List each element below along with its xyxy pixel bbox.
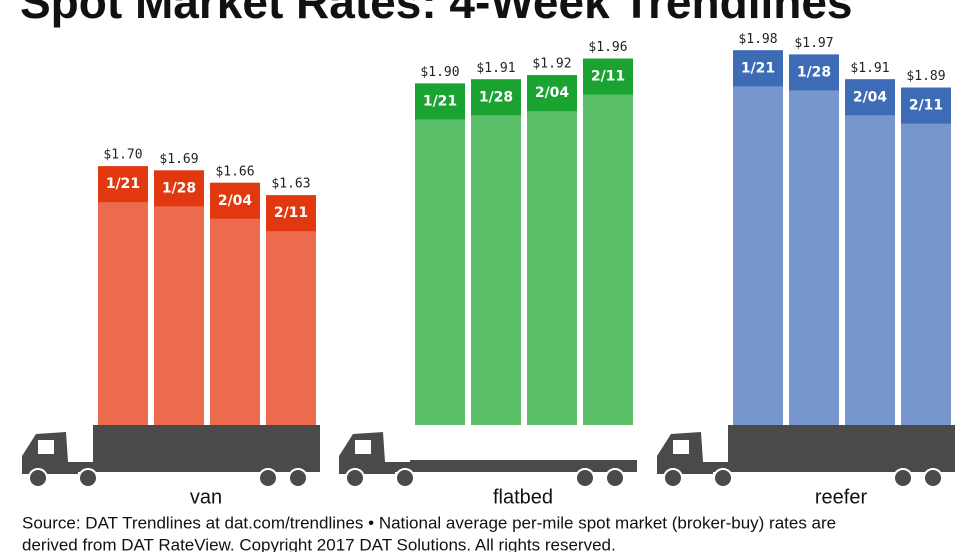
date-label: 2/04 <box>853 89 888 105</box>
date-label: 2/04 <box>535 85 570 101</box>
bar-header <box>733 50 783 87</box>
panel-label: van <box>190 486 222 508</box>
value-label: $1.66 <box>215 164 254 179</box>
wheel <box>288 468 308 488</box>
wheel <box>345 468 365 488</box>
bar <box>415 83 465 426</box>
cab-window <box>355 440 371 454</box>
bar-header <box>527 75 577 112</box>
bar-header <box>471 79 521 116</box>
bar-header <box>789 54 839 91</box>
value-label: $1.92 <box>532 57 571 72</box>
bar <box>901 87 951 425</box>
truck-cab <box>22 432 320 474</box>
truck-cab <box>339 432 637 474</box>
bar-header <box>154 170 204 207</box>
date-label: 1/28 <box>797 64 831 80</box>
bar-header <box>845 79 895 116</box>
wheel <box>923 468 943 488</box>
bar <box>471 79 521 425</box>
date-label: 1/21 <box>423 93 457 109</box>
panel-label: flatbed <box>493 486 553 508</box>
date-label: 1/21 <box>106 176 140 192</box>
wheel <box>78 468 98 488</box>
date-label: 2/11 <box>909 98 943 114</box>
bar <box>210 182 260 425</box>
wheel <box>575 468 595 488</box>
value-label: $1.69 <box>159 152 198 167</box>
bar-header <box>98 166 148 203</box>
bar-header <box>901 87 951 124</box>
date-label: 2/04 <box>218 193 253 209</box>
wheel <box>713 468 733 488</box>
value-label: $1.97 <box>794 36 833 51</box>
wheel <box>258 468 278 488</box>
bar-header <box>210 182 260 219</box>
bar-header <box>583 58 633 95</box>
value-label: $1.96 <box>588 40 627 55</box>
trailer <box>728 425 955 462</box>
panel-label: reefer <box>815 486 868 508</box>
value-label: $1.63 <box>271 177 310 192</box>
value-label: $1.90 <box>420 65 459 80</box>
bar <box>733 50 783 426</box>
cab-window <box>673 440 689 454</box>
wheel <box>663 468 683 488</box>
bar <box>266 195 316 425</box>
chart-title: Spot Market Rates: 4-Week Trendlines <box>20 0 853 28</box>
truck-cab <box>657 432 955 474</box>
value-label: $1.91 <box>476 61 515 76</box>
source-line: Source: DAT Trendlines at dat.com/trendl… <box>22 513 836 532</box>
cab-window <box>38 440 54 454</box>
bar <box>98 166 148 425</box>
date-label: 2/11 <box>274 205 308 221</box>
wheel <box>893 468 913 488</box>
value-label: $1.70 <box>103 148 142 163</box>
wheel <box>28 468 48 488</box>
wheel <box>605 468 625 488</box>
trailer <box>93 425 320 462</box>
date-label: 2/11 <box>591 69 625 85</box>
wheel <box>395 468 415 488</box>
value-label: $1.89 <box>906 69 945 84</box>
value-label: $1.91 <box>850 61 889 76</box>
bar <box>845 79 895 425</box>
bar <box>527 75 577 425</box>
bar-header <box>415 83 465 120</box>
date-label: 1/28 <box>162 180 196 196</box>
date-label: 1/28 <box>479 89 513 105</box>
source-line: derived from DAT RateView. Copyright 201… <box>22 535 616 552</box>
value-label: $1.98 <box>738 32 777 47</box>
bar <box>154 170 204 425</box>
bar <box>789 54 839 425</box>
date-label: 1/21 <box>741 60 775 76</box>
bar <box>583 58 633 425</box>
bar-header <box>266 195 316 232</box>
